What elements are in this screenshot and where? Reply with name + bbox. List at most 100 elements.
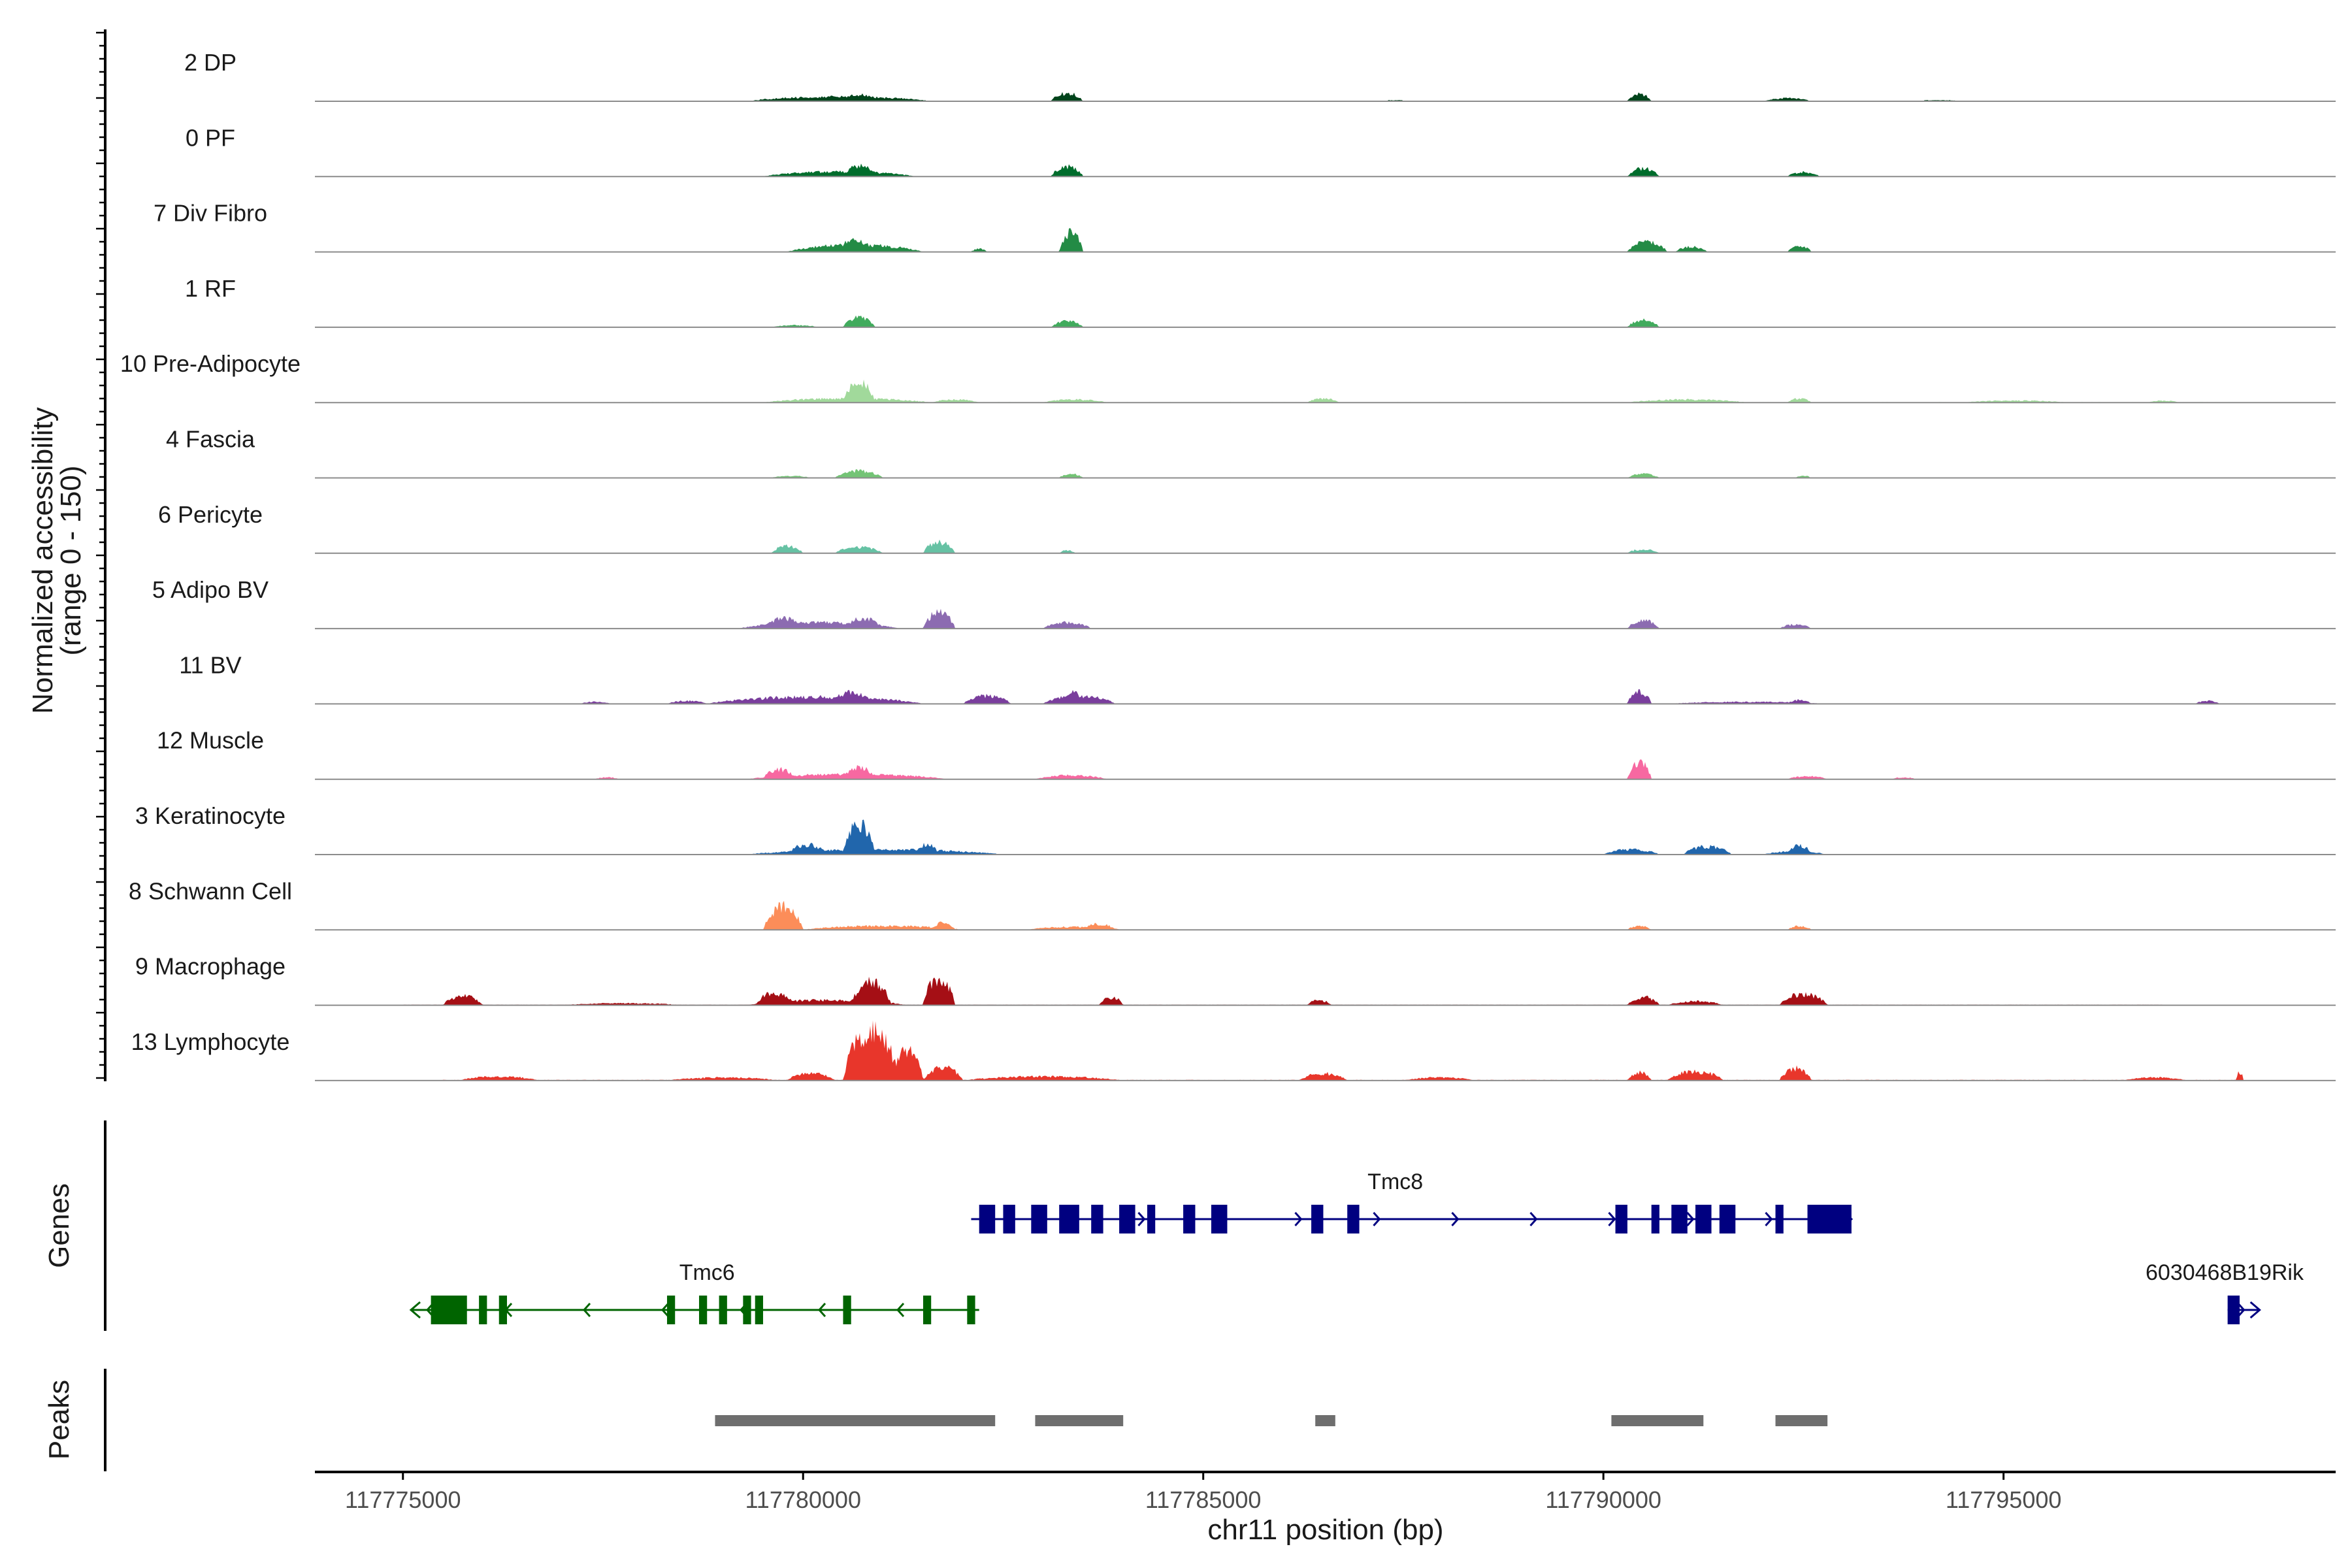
y-axis-title-line1: Normalized accessibility	[27, 407, 59, 713]
gene-exon	[755, 1296, 763, 1324]
coverage-area	[315, 608, 2336, 629]
x-tick-label: 117780000	[745, 1486, 861, 1513]
gene-exon	[498, 1296, 507, 1324]
track-label: 1 RF	[185, 275, 236, 302]
gene-model: Tmc8	[971, 1169, 1854, 1233]
gene-exon	[1119, 1205, 1135, 1233]
strand-chevron	[661, 1302, 670, 1318]
strand-chevron	[896, 1302, 905, 1318]
coverage-area	[315, 689, 2336, 704]
gene-exon	[1695, 1205, 1712, 1233]
gene-exon	[1311, 1205, 1324, 1233]
strand-chevron	[1608, 1211, 1616, 1227]
track-label: 0 PF	[186, 124, 235, 151]
coverage-track: 6 Pericyte	[158, 501, 2336, 554]
gene-exon	[979, 1205, 996, 1233]
coverage-track: 9 Macrophage	[135, 953, 2336, 1006]
gene-exon	[1671, 1205, 1688, 1233]
strand-chevron	[1137, 1211, 1146, 1227]
coverage-track: 0 PF	[186, 124, 2336, 178]
genes-panel-title: Genes	[43, 1183, 75, 1268]
track-label: 10 Pre-Adipocyte	[120, 350, 301, 377]
gene-exon	[1211, 1205, 1228, 1233]
y-axis-title-line2: (range 0 - 150)	[55, 465, 87, 655]
x-tick-label: 117785000	[1145, 1486, 1262, 1513]
coverage-track: 13 Lymphocyte	[131, 1020, 2336, 1081]
track-label: 11 BV	[179, 651, 241, 678]
coverage-track: 7 Div Fibro	[154, 200, 2336, 253]
gene-exon	[1059, 1205, 1079, 1233]
gene-name: Tmc6	[679, 1260, 735, 1285]
strand-chevron	[1294, 1211, 1303, 1227]
gene-exon	[1807, 1205, 1852, 1233]
gene-model: Tmc6	[409, 1260, 979, 1324]
peak-regions	[715, 1415, 1828, 1426]
gene-exon	[1147, 1205, 1156, 1233]
gene-exon	[1615, 1205, 1627, 1233]
gene-annotations: Tmc8 Tmc6 6030468B19Rik	[409, 1169, 2304, 1324]
strand-chevron	[582, 1302, 591, 1318]
strand-chevron	[1451, 1211, 1460, 1227]
strand-end-arrow	[2249, 1301, 2261, 1319]
x-axis-title: chr11 position (bp)	[1207, 1514, 1443, 1546]
gene-exon	[1031, 1205, 1047, 1233]
peak-region	[1611, 1415, 1704, 1426]
peak-region	[1775, 1415, 1828, 1426]
strand-chevron	[1373, 1211, 1381, 1227]
peak-region	[715, 1415, 996, 1426]
coverage-track: 2 DP	[184, 49, 2336, 102]
gene-exon	[719, 1296, 727, 1324]
track-label: 2 DP	[184, 49, 237, 76]
coverage-track: 12 Muscle	[157, 727, 2336, 780]
coverage-track: 1 RF	[185, 275, 2336, 328]
gene-exon	[1183, 1205, 1196, 1233]
strand-chevron	[2237, 1302, 2246, 1318]
gene-exon	[431, 1296, 467, 1324]
coverage-tracks: 2 DP 0 PF 7 Div Fibro 1 RF 10 Pre-Adipocyte 4…	[120, 49, 2336, 1081]
strand-chevron	[1529, 1211, 1538, 1227]
coverage-track: 10 Pre-Adipocyte	[120, 350, 2336, 404]
gene-exon	[743, 1296, 751, 1324]
x-tick-label: 117795000	[1946, 1486, 2062, 1513]
x-tick-label: 117775000	[345, 1486, 461, 1513]
coverage-y-axis-ticks	[96, 31, 105, 1079]
track-label: 3 Keratinocyte	[135, 802, 286, 829]
gene-exon	[2227, 1296, 2240, 1324]
coverage-track: 4 Fascia	[166, 426, 2336, 479]
coverage-track: 11 BV	[179, 651, 2336, 705]
coverage-track: 8 Schwann Cell	[129, 877, 2336, 931]
gene-exon	[1719, 1205, 1736, 1233]
gene-exon	[1775, 1205, 1784, 1233]
track-label: 9 Macrophage	[135, 953, 286, 980]
gene-exon	[1347, 1205, 1360, 1233]
peaks-panel-title: Peaks	[43, 1380, 75, 1460]
coverage-track: 3 Keratinocyte	[135, 802, 2336, 855]
gene-exon	[967, 1296, 975, 1324]
x-tick-label: 117790000	[1545, 1486, 1661, 1513]
x-axis-ticks: 117775000 117780000 117785000 117790000 1177…	[345, 1472, 2061, 1513]
gene-exon	[923, 1296, 932, 1324]
track-label: 13 Lymphocyte	[131, 1028, 290, 1055]
strand-chevron	[1765, 1211, 1773, 1227]
coverage-track: 5 Adipo BV	[152, 576, 2336, 630]
track-label: 12 Muscle	[157, 727, 264, 754]
gene-name: 6030468B19Rik	[2146, 1260, 2304, 1285]
gene-exon	[479, 1296, 487, 1324]
gene-exon	[843, 1296, 851, 1324]
gene-exon	[666, 1296, 676, 1324]
peak-region	[1315, 1415, 1335, 1426]
track-label: 7 Div Fibro	[154, 200, 267, 227]
coverage-area	[315, 91, 2336, 101]
gene-exon	[1003, 1205, 1015, 1233]
strand-chevron	[1686, 1211, 1695, 1227]
gene-exon	[698, 1296, 708, 1324]
gene-name: Tmc8	[1367, 1169, 1423, 1194]
gene-model: 6030468B19Rik	[2146, 1260, 2304, 1324]
track-label: 8 Schwann Cell	[129, 877, 292, 904]
strand-end-arrow	[409, 1301, 421, 1319]
strand-chevron	[817, 1302, 826, 1318]
track-label: 6 Pericyte	[158, 501, 263, 528]
track-label: 5 Adipo BV	[152, 576, 269, 603]
